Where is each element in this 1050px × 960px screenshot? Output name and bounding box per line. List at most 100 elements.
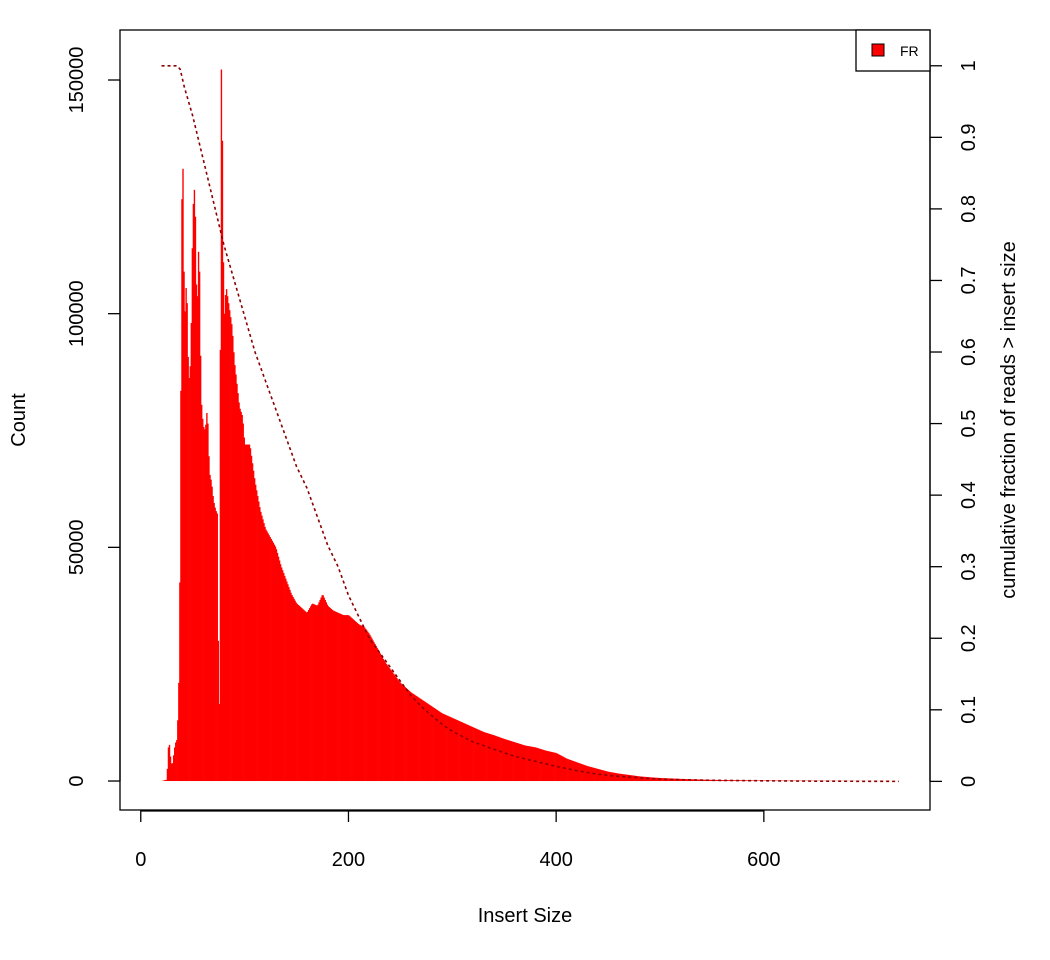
histogram-bar [415,696,418,782]
histogram-bar [580,763,582,782]
histogram-bar [565,758,567,782]
histogram-bar [413,694,416,782]
histogram-bar [190,323,193,782]
histogram-bar [341,614,343,782]
histogram-bar [478,729,480,782]
histogram-bar [355,622,358,782]
histogram-bar [198,271,201,782]
histogram-bar [426,703,428,782]
histogram-bar [263,523,265,782]
y-tick-label: 50000 [66,520,88,576]
y2-tick-label: 1 [958,60,980,71]
histogram-bar [611,772,613,782]
histogram-bar [541,749,544,782]
histogram-bar [741,780,743,782]
histogram-bar [358,624,361,782]
histogram-bar [610,772,612,782]
histogram-bar [214,507,216,782]
histogram-bar [368,633,370,782]
histogram-bar [569,759,572,782]
histogram-bar [395,676,397,782]
histogram-bar [482,731,484,782]
histogram-bar [637,776,639,782]
histogram-bar [266,531,268,782]
histogram-bar [505,739,507,782]
histogram-bar [480,730,482,782]
histogram-bar [314,604,316,782]
histogram-bar [383,660,386,782]
histogram-bar [401,684,403,782]
histogram-bar [382,659,385,782]
histogram-bar [330,609,333,782]
histogram-bar [691,779,693,782]
histogram-bar [601,770,604,782]
histogram-bar [544,750,547,782]
histogram-bar [477,729,479,782]
histogram-bar [549,751,552,782]
histogram-bar [229,310,231,782]
histogram-bar [490,734,493,782]
histogram-bar [454,719,456,782]
histogram-bar [283,573,285,782]
histogram-bar [272,542,275,782]
histogram-bar [481,731,483,782]
histogram-bar [641,776,643,782]
histogram-bar [486,733,488,782]
histogram-bar [265,529,267,782]
histogram-bar [571,760,574,782]
histogram-bar [673,778,675,782]
histogram-bar [581,764,583,782]
histogram-bar [592,767,594,782]
histogram-bar [747,780,749,782]
histogram-bar [582,764,584,782]
histogram-bar [178,682,180,782]
histogram-bar [538,748,540,782]
histogram-bar [322,595,324,782]
histogram-bar [465,724,468,782]
histogram-bar [535,747,537,782]
histogram-bar [259,507,261,782]
histogram-bar [193,189,196,782]
y2-tick-label: 0.5 [958,410,980,438]
histogram-bar [192,203,195,782]
histogram-bar [231,324,233,782]
histogram-bar [528,746,530,782]
histogram-bar [165,779,168,782]
histogram-bar [608,771,610,782]
y2-tick-label: 0.3 [958,553,980,581]
histogram-bar [625,774,628,782]
histogram-bar [268,535,270,782]
histogram-bar [339,613,341,782]
histogram-bar [199,355,202,782]
histogram-bar [217,640,220,782]
y2-tick-label: 0.8 [958,195,980,223]
y2-tick-label: 0.1 [958,696,980,724]
histogram-bar [746,780,748,782]
histogram-bar [319,599,321,782]
histogram-bar [315,605,317,782]
histogram-bar [288,587,290,782]
histogram-bar [269,537,271,782]
histogram-bar [703,779,706,782]
histogram-bar [245,444,248,782]
histogram-bar [710,779,713,782]
histogram-bar [555,752,557,782]
histogram-bar [562,756,564,782]
histogram-bar [574,761,577,782]
histogram-bar [345,615,347,782]
histogram-bar [756,780,758,782]
x-tick-label: 600 [747,849,780,871]
histogram-bar [444,714,446,782]
histogram-bar [367,631,369,782]
histogram-bar [203,427,205,782]
histogram-bar [461,722,464,782]
histogram-bar [502,738,504,782]
histogram-bar [445,714,447,782]
histogram-bar [514,742,517,782]
histogram-bar [491,734,494,782]
histogram-bar [304,611,307,782]
y-tick-label: 0 [66,775,88,786]
histogram-bar [621,774,623,782]
histogram-bar [520,744,523,782]
histogram-bar [331,609,334,782]
